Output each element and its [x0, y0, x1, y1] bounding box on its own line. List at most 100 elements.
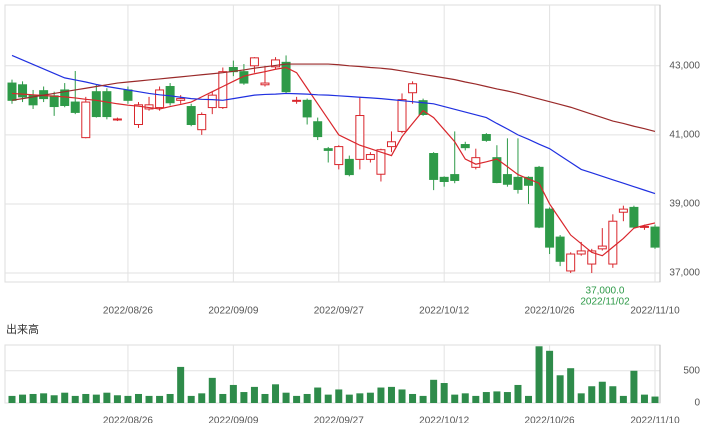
candle-body: [545, 208, 555, 248]
candle-body: [249, 57, 259, 67]
volume-bar: [282, 392, 290, 403]
candle-body: [260, 82, 270, 86]
y-tick-label: 500: [683, 365, 700, 376]
volume-bar: [567, 368, 575, 403]
candle-body: [313, 121, 323, 138]
volume-bar: [177, 366, 185, 403]
volume-bar: [293, 395, 301, 403]
volume-bar: [556, 375, 564, 403]
candle-body: [207, 94, 217, 109]
candle-body: [587, 250, 597, 265]
volume-bar: [525, 395, 533, 403]
volume-bar: [40, 393, 48, 403]
volume-bar: [640, 394, 648, 403]
volume-bar: [409, 393, 417, 403]
candle-body: [218, 71, 228, 109]
candle-body: [481, 134, 491, 141]
volume-bar: [187, 395, 195, 403]
x-tick-label: 2022/08/26: [103, 306, 153, 317]
candle-body: [365, 154, 375, 160]
candle-body: [376, 149, 386, 175]
x-tick-label: 2022/10/26: [525, 416, 575, 423]
volume-bar: [61, 392, 69, 403]
candle-body: [513, 176, 523, 190]
candle-body: [7, 82, 17, 101]
volume-bar: [29, 393, 37, 403]
low-annotation: 37,000.0: [586, 286, 625, 297]
volume-bar: [92, 394, 100, 403]
candle-body: [355, 115, 365, 160]
volume-bar: [482, 392, 490, 403]
volume-bar: [514, 384, 522, 403]
volume-bar: [145, 395, 153, 403]
volume-bar: [398, 389, 406, 403]
volume-bar: [324, 394, 332, 403]
volume-title: 出来高: [6, 322, 39, 336]
candle-body: [408, 83, 418, 94]
volume-bar: [651, 396, 659, 403]
volume-bar: [440, 383, 448, 403]
volume-bar: [50, 395, 58, 403]
candle-body: [629, 206, 639, 228]
candle-body: [334, 146, 344, 166]
volume-bar: [272, 384, 280, 403]
x-tick-label: 2022/11/10: [630, 416, 680, 423]
volume-bar: [229, 384, 237, 403]
volume-bar: [19, 394, 27, 403]
volume-bar: [134, 393, 142, 403]
volume-bar: [71, 395, 79, 403]
candle-body: [650, 226, 660, 248]
x-tick-label: 2022/10/26: [525, 306, 575, 317]
volume-bar: [208, 377, 216, 403]
candle-body: [450, 174, 460, 181]
candle-body: [429, 153, 439, 180]
candle-body: [555, 236, 565, 262]
x-tick-label: 2022/09/09: [208, 306, 258, 317]
candle-body: [112, 118, 122, 121]
volume-bar: [377, 387, 385, 403]
volume-bar: [356, 393, 364, 403]
volume-bar: [493, 391, 501, 403]
candle-body: [176, 98, 186, 101]
volume-bar: [261, 393, 269, 403]
volume-bar: [124, 395, 132, 403]
volume-bar: [198, 393, 206, 403]
candle-body: [492, 157, 502, 184]
volume-bar: [303, 393, 311, 403]
volume-bar: [166, 393, 174, 403]
candle-body: [576, 250, 586, 255]
volume-bar: [598, 381, 606, 403]
candle-body: [102, 91, 112, 118]
candle-body: [123, 89, 133, 101]
candle-body: [524, 176, 534, 186]
volume-bar: [387, 386, 395, 403]
x-tick-label: 2022/10/12: [419, 306, 469, 317]
y-tick-label: 39,000: [669, 199, 700, 210]
volume-bar: [113, 395, 121, 403]
candle-body: [460, 144, 470, 149]
x-tick-label: 2022/09/27: [314, 416, 364, 423]
candle-body: [323, 148, 333, 151]
volume-bar: [82, 393, 90, 403]
moving-average-line: [11, 63, 656, 132]
volume-bar: [8, 395, 16, 403]
candle-body: [397, 99, 407, 132]
candle-body: [418, 100, 428, 115]
volume-bar: [345, 394, 353, 403]
candle-body: [197, 113, 207, 131]
x-tick-label: 2022/08/26: [103, 416, 153, 423]
volume-bar: [546, 350, 554, 403]
candle-body: [344, 158, 354, 176]
candle-body: [597, 245, 607, 250]
candle-body: [618, 208, 628, 213]
volume-bar: [609, 386, 617, 403]
volume-bar: [451, 394, 459, 403]
volume-bar: [314, 387, 322, 403]
candle-body: [439, 176, 449, 182]
candle-body: [186, 106, 196, 126]
volume-bar: [219, 393, 227, 403]
candle-body: [49, 95, 59, 108]
candle-body: [292, 99, 302, 102]
